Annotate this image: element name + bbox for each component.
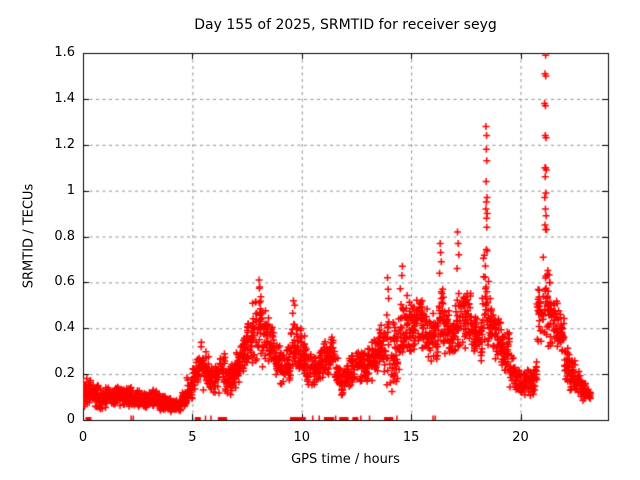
x-tick-label: 5 <box>188 430 197 445</box>
y-tick-label: 0.2 <box>54 366 75 382</box>
x-tick-label: 15 <box>402 430 420 445</box>
chart-title: Day 155 of 2025, SRMTID for receiver sey… <box>194 17 497 33</box>
y-tick-label: 1 <box>66 182 75 198</box>
y-tick-label: 1.2 <box>54 136 75 152</box>
x-tick-label: 20 <box>512 430 529 445</box>
y-tick-label: 0.8 <box>54 228 75 244</box>
x-tick-label: 0 <box>78 430 88 445</box>
y-tick-label: 0.6 <box>54 274 75 290</box>
x-tick-label: 10 <box>293 430 311 445</box>
y-tick-label: 0.4 <box>54 320 75 336</box>
y-tick-label: 1.4 <box>54 90 75 106</box>
y-tick-label: 0 <box>66 412 75 427</box>
y-tick-label: 1.6 <box>54 45 75 60</box>
x-axis-label: GPS time / hours <box>291 452 400 467</box>
